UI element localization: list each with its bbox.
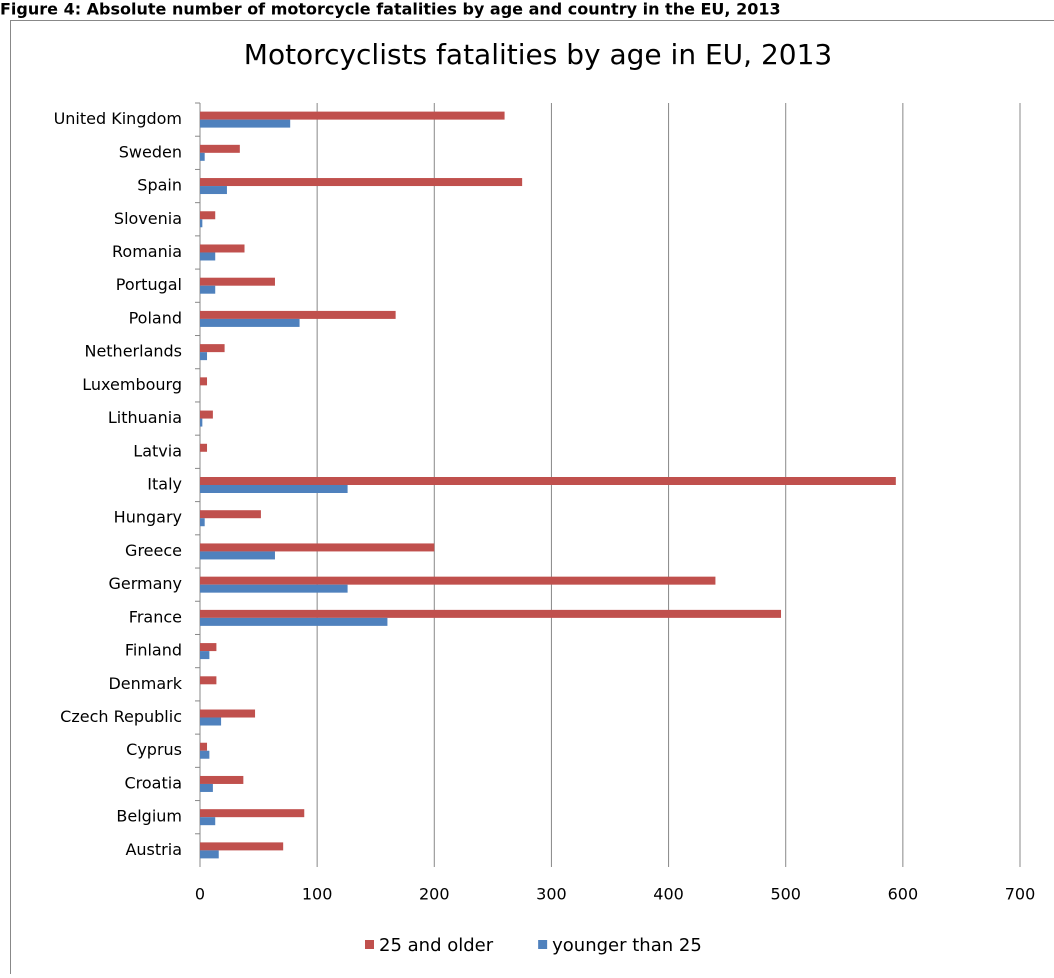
bar <box>200 411 213 419</box>
y-tick-label: Greece <box>125 541 182 560</box>
bar <box>200 112 505 120</box>
y-tick-label: Portugal <box>116 275 182 294</box>
bar <box>200 610 781 618</box>
bar <box>200 718 221 726</box>
bar <box>200 743 207 751</box>
legend-swatch <box>365 940 374 949</box>
bar <box>200 618 387 626</box>
bar <box>200 477 896 485</box>
bar <box>200 485 348 493</box>
chart-frame <box>11 21 1054 975</box>
bar <box>200 651 209 659</box>
bar <box>200 817 215 825</box>
y-tick-label: Slovenia <box>114 209 182 228</box>
x-tick-label: 400 <box>653 885 684 904</box>
bar <box>200 518 205 526</box>
bar <box>200 120 290 128</box>
y-tick-label: Spain <box>137 176 182 195</box>
y-tick-label: Belgium <box>116 807 182 826</box>
y-tick-label: Romania <box>112 242 182 261</box>
legend-label: younger than 25 <box>552 935 702 956</box>
bar <box>200 784 213 792</box>
x-tick-label: 0 <box>195 885 205 904</box>
y-tick-label: Luxembourg <box>82 375 182 394</box>
bar <box>200 710 255 718</box>
bar <box>200 643 216 651</box>
bar <box>200 419 202 427</box>
bar <box>200 842 283 850</box>
bar <box>200 244 245 252</box>
x-tick-label: 500 <box>770 885 801 904</box>
y-tick-label: Germany <box>108 574 182 593</box>
y-tick-label: Sweden <box>119 142 182 161</box>
bar <box>200 444 207 452</box>
y-tick-label: Italy <box>147 475 182 494</box>
bar <box>200 676 216 684</box>
x-tick-label: 100 <box>302 885 333 904</box>
bar <box>200 776 243 784</box>
bar <box>200 551 275 559</box>
y-tick-label: Croatia <box>124 773 182 792</box>
bar <box>200 252 215 260</box>
bar <box>200 543 434 551</box>
bar <box>200 344 225 352</box>
bar <box>200 278 275 286</box>
y-tick-label: United Kingdom <box>54 109 182 128</box>
x-tick-label: 200 <box>419 885 450 904</box>
y-tick-label: Czech Republic <box>60 707 182 726</box>
y-tick-label: Finland <box>125 641 182 660</box>
x-tick-label: 300 <box>536 885 567 904</box>
bar <box>200 510 261 518</box>
y-tick-label: Latvia <box>133 441 182 460</box>
bar <box>200 219 202 227</box>
bar <box>200 178 522 186</box>
y-tick-label: Lithuania <box>108 408 182 427</box>
bar <box>200 577 715 585</box>
bar <box>200 850 219 858</box>
caption: Figure 4: Absolute number of motorcycle … <box>0 0 781 19</box>
bar <box>200 286 215 294</box>
y-tick-label: Austria <box>125 840 182 859</box>
bar <box>200 809 304 817</box>
chart-title: Motorcyclists fatalities by age in EU, 2… <box>244 38 832 71</box>
x-tick-label: 700 <box>1005 885 1036 904</box>
bar <box>200 585 348 593</box>
y-tick-label: Cyprus <box>126 740 182 759</box>
y-tick-label: Hungary <box>114 508 182 527</box>
y-tick-label: Poland <box>129 308 182 327</box>
bar <box>200 211 215 219</box>
y-tick-label: Denmark <box>108 674 182 693</box>
bar <box>200 145 240 153</box>
bar <box>200 377 207 385</box>
x-tick-label: 600 <box>888 885 919 904</box>
bar <box>200 153 205 161</box>
bar <box>200 319 300 327</box>
y-tick-label: France <box>129 607 182 626</box>
bar <box>200 186 227 194</box>
bar <box>200 352 207 360</box>
bar <box>200 311 396 319</box>
legend-label: 25 and older <box>379 935 494 956</box>
legend-swatch <box>538 940 547 949</box>
y-tick-label: Netherlands <box>84 342 182 361</box>
bar <box>200 751 209 759</box>
